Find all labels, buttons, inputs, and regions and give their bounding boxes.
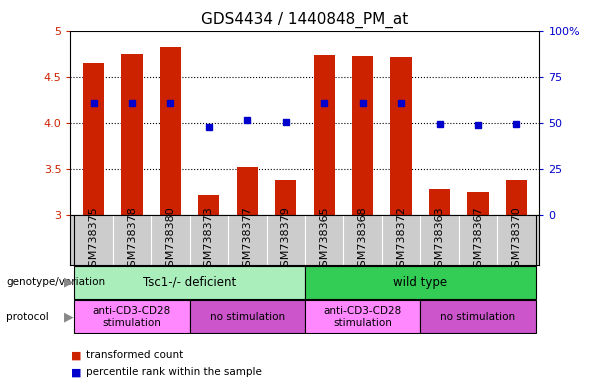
Bar xyxy=(429,189,450,215)
Text: genotype/variation: genotype/variation xyxy=(6,277,105,287)
Text: GSM738379: GSM738379 xyxy=(281,206,291,274)
Text: Tsc1-/- deficient: Tsc1-/- deficient xyxy=(143,276,236,289)
Bar xyxy=(305,266,536,299)
Text: ■: ■ xyxy=(70,350,81,360)
Bar xyxy=(305,300,421,333)
Text: GSM738378: GSM738378 xyxy=(127,206,137,274)
Bar xyxy=(83,63,104,215)
Text: GSM738368: GSM738368 xyxy=(357,206,368,274)
Bar xyxy=(74,300,189,333)
Bar xyxy=(160,47,181,215)
Text: GSM738377: GSM738377 xyxy=(242,206,253,274)
Bar xyxy=(237,167,258,215)
Text: GSM738365: GSM738365 xyxy=(319,206,329,274)
Text: GSM738373: GSM738373 xyxy=(204,206,214,274)
Bar xyxy=(352,56,373,215)
Text: GSM738372: GSM738372 xyxy=(396,206,406,274)
Text: transformed count: transformed count xyxy=(86,350,183,360)
Title: GDS4434 / 1440848_PM_at: GDS4434 / 1440848_PM_at xyxy=(201,12,409,28)
Bar xyxy=(189,300,305,333)
Text: ▶: ▶ xyxy=(64,276,74,289)
Text: GSM738363: GSM738363 xyxy=(435,206,444,274)
Text: GSM738367: GSM738367 xyxy=(473,206,483,274)
Text: anti-CD3-CD28
stimulation: anti-CD3-CD28 stimulation xyxy=(324,306,402,328)
Text: no stimulation: no stimulation xyxy=(440,312,516,322)
Bar xyxy=(506,180,527,215)
Bar xyxy=(198,195,219,215)
Bar xyxy=(467,192,489,215)
Text: percentile rank within the sample: percentile rank within the sample xyxy=(86,367,262,377)
Text: protocol: protocol xyxy=(6,312,49,322)
Bar xyxy=(74,266,305,299)
Text: GSM738375: GSM738375 xyxy=(88,206,99,274)
Text: ■: ■ xyxy=(70,367,81,377)
Bar xyxy=(390,56,412,215)
Text: no stimulation: no stimulation xyxy=(210,312,285,322)
Bar xyxy=(314,55,335,215)
Text: ▶: ▶ xyxy=(64,310,74,323)
Bar xyxy=(121,54,143,215)
Text: GSM738380: GSM738380 xyxy=(166,206,175,274)
Text: anti-CD3-CD28
stimulation: anti-CD3-CD28 stimulation xyxy=(93,306,171,328)
Text: wild type: wild type xyxy=(393,276,447,289)
Bar xyxy=(421,300,536,333)
Text: GSM738370: GSM738370 xyxy=(511,206,522,274)
Bar xyxy=(275,180,296,215)
